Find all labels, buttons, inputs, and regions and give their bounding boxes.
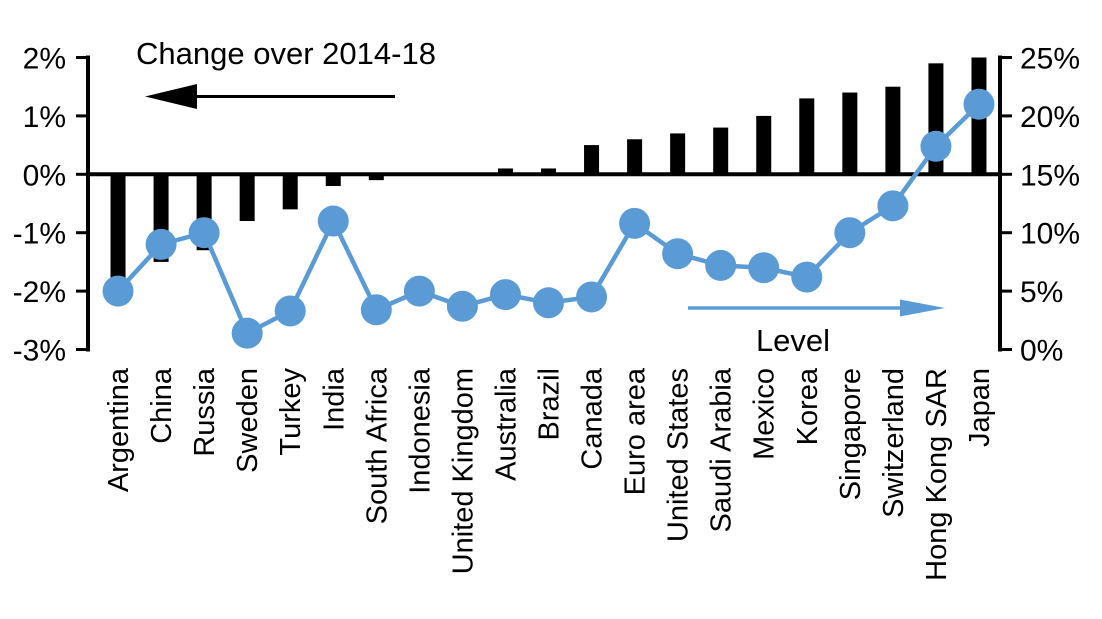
x-label-hong-kong-sar: Hong Kong SAR bbox=[921, 368, 953, 581]
x-label-korea: Korea bbox=[792, 367, 824, 445]
change-arrow-head-left bbox=[145, 84, 197, 109]
bar-euro-area bbox=[627, 139, 643, 175]
x-label-united-states: United States bbox=[663, 368, 695, 542]
left-tick-label: -1% bbox=[13, 218, 66, 251]
level-dot-switzerland bbox=[877, 190, 909, 222]
right-tick-label: 10% bbox=[1020, 218, 1080, 251]
bar-south-africa bbox=[368, 174, 384, 181]
level-annotation: Level bbox=[688, 299, 945, 358]
level-dot-united-kingdom bbox=[446, 290, 478, 322]
bar-switzerland bbox=[885, 86, 901, 175]
x-label-saudi-arabia: Saudi Arabia bbox=[706, 367, 738, 532]
right-tick-label: 5% bbox=[1020, 276, 1063, 309]
left-tick-label: 2% bbox=[23, 43, 66, 76]
x-label-brazil: Brazil bbox=[534, 368, 566, 441]
level-annotation-label: Level bbox=[756, 323, 830, 358]
level-dot-australia bbox=[489, 279, 521, 311]
level-dot-canada bbox=[576, 281, 608, 313]
level-dot-singapore bbox=[834, 217, 866, 249]
change-annotation-label: Change over 2014-18 bbox=[136, 36, 436, 71]
bar-canada bbox=[584, 145, 600, 175]
bars-change-series bbox=[110, 57, 987, 292]
level-dot-sweden bbox=[231, 317, 263, 349]
x-label-south-africa: South Africa bbox=[361, 367, 393, 524]
x-label-mexico: Mexico bbox=[749, 368, 781, 460]
right-tick-label: 15% bbox=[1020, 159, 1080, 192]
bar-brazil bbox=[541, 168, 556, 175]
level-dot-south-africa bbox=[360, 294, 392, 326]
level-dot-hong-kong-sar bbox=[920, 130, 952, 162]
x-label-argentina: Argentina bbox=[103, 367, 135, 492]
x-label-united-kingdom: United Kingdom bbox=[447, 368, 479, 574]
level-dot-indonesia bbox=[403, 275, 435, 307]
left-tick-label: -2% bbox=[13, 276, 66, 309]
x-label-canada: Canada bbox=[577, 367, 609, 469]
x-label-turkey: Turkey bbox=[275, 368, 307, 456]
level-dot-brazil bbox=[533, 287, 564, 319]
level-dot-korea bbox=[791, 261, 823, 293]
right-tick-label: 20% bbox=[1020, 101, 1080, 134]
bar-mexico bbox=[756, 115, 772, 175]
x-label-indonesia: Indonesia bbox=[404, 367, 436, 494]
level-dot-mexico bbox=[748, 252, 780, 284]
left-tick-label: 0% bbox=[23, 159, 66, 192]
bar-sweden bbox=[239, 174, 255, 222]
x-label-japan: Japan bbox=[964, 368, 996, 447]
bar-india bbox=[325, 174, 341, 186]
x-label-singapore: Singapore bbox=[835, 368, 867, 500]
bar-turkey bbox=[282, 174, 298, 210]
level-dot-euro-area bbox=[619, 207, 651, 239]
level-arrow-head-right bbox=[900, 299, 945, 317]
left-tick-label: -3% bbox=[13, 335, 66, 368]
bar-saudi-arabia bbox=[713, 127, 729, 175]
bar-korea bbox=[799, 98, 815, 175]
bar-singapore bbox=[842, 92, 858, 175]
x-label-sweden: Sweden bbox=[232, 368, 264, 473]
left-axis: 2% 1% 0% -1% -2% -3% bbox=[13, 43, 90, 368]
level-dot-japan bbox=[963, 88, 995, 120]
x-label-russia: Russia bbox=[189, 367, 221, 457]
level-dot-russia bbox=[188, 217, 220, 249]
bar-argentina bbox=[110, 174, 126, 292]
x-label-euro-area: Euro area bbox=[620, 367, 652, 495]
level-dot-saudi-arabia bbox=[705, 249, 737, 281]
x-label-australia: Australia bbox=[490, 367, 522, 481]
level-dot-india bbox=[317, 205, 349, 237]
x-label-china: China bbox=[146, 367, 178, 444]
x-label-india: India bbox=[318, 367, 350, 431]
left-tick-label: 1% bbox=[23, 101, 66, 134]
right-tick-label: 25% bbox=[1020, 43, 1080, 76]
level-dot-argentina bbox=[102, 275, 134, 307]
right-axis: 25% 20% 15% 10% 5% 0% bbox=[998, 43, 1080, 368]
change-annotation: Change over 2014-18 bbox=[136, 36, 436, 109]
bar-australia bbox=[497, 168, 513, 175]
x-label-switzerland: Switzerland bbox=[878, 368, 910, 518]
right-tick-label: 0% bbox=[1020, 335, 1063, 368]
level-dot-china bbox=[145, 228, 177, 260]
level-dot-united-states bbox=[662, 238, 694, 270]
bar-united-states bbox=[670, 133, 686, 175]
level-dot-turkey bbox=[274, 295, 306, 327]
x-axis-labels: Argentina China Russia Sweden Turkey India Sou… bbox=[103, 367, 996, 581]
